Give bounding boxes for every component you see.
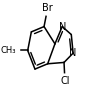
Text: N: N [59,22,66,32]
Text: Cl: Cl [60,76,70,86]
Text: N: N [69,48,77,58]
Text: CH₃: CH₃ [0,46,16,55]
Text: Br: Br [42,3,53,13]
